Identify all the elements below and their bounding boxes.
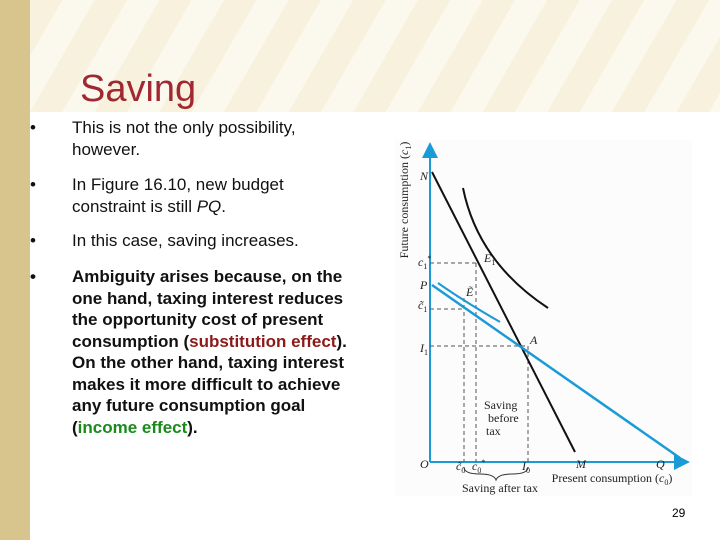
text-run: . <box>221 196 226 216</box>
label-c1-star: c1* <box>418 254 431 271</box>
label-m: M <box>575 457 587 471</box>
bullet: • Ambiguity arises because, on the one ha… <box>30 266 360 438</box>
label-c1-tilde: c̃1 <box>418 298 427 314</box>
page-number: 29 <box>672 506 686 520</box>
figure: Future consumption (c1) Present consumpt… <box>395 140 692 496</box>
label-c0-tilde: c̃0 <box>456 459 465 475</box>
budget-line-pq <box>431 283 681 460</box>
guide-lines <box>430 262 529 462</box>
side-strip <box>0 0 30 540</box>
bullet-text: In Figure 16.10, new budget constraint i… <box>72 174 360 217</box>
bullet: • In this case, saving increases. <box>30 230 360 252</box>
label-e1: E1 <box>483 251 495 267</box>
text-run: In Figure 16.10, new budget constraint i… <box>72 175 284 216</box>
bullet: • This is not the only possibility, howev… <box>30 117 360 160</box>
slide-title: Saving <box>80 68 197 110</box>
text-run: ). <box>187 417 198 437</box>
top-band <box>30 0 720 112</box>
bullet-text: This is not the only possibility, howeve… <box>72 117 360 160</box>
label-i1: I1 <box>419 341 428 357</box>
text-run: ). On the other hand, taxing interest ma… <box>72 331 347 437</box>
figure-bg <box>395 140 692 496</box>
bullet-marker: • <box>30 118 36 137</box>
label-q: Q <box>656 457 665 471</box>
text-run: income effect <box>77 417 188 437</box>
bullet-text: In this case, saving increases. <box>72 230 360 252</box>
y-axis-label: Future consumption (c1) <box>397 142 413 259</box>
indifference-curve-2 <box>437 282 501 323</box>
label-n: N <box>419 169 429 183</box>
label-a: A <box>529 333 538 347</box>
bullet-marker: • <box>30 267 36 286</box>
bullet-marker: • <box>30 175 36 194</box>
text-run: substitution effect <box>189 331 337 351</box>
bullet-marker: • <box>30 231 36 250</box>
text-run: Ambiguity arises because, on the one han… <box>72 267 344 351</box>
indifference-curve-1 <box>462 187 549 309</box>
label-e-tilde: Ẽ <box>465 285 474 299</box>
text-run: In this case, saving increases. <box>72 231 299 250</box>
saving-after-tax: Saving after tax <box>462 481 538 495</box>
saving-before-tax: Saving before tax <box>484 398 519 438</box>
bullet: • In Figure 16.10, new budget constraint … <box>30 174 360 217</box>
text-run: PQ <box>196 196 222 216</box>
label-c0-star: c0* <box>472 458 485 475</box>
budget-line-nm <box>431 171 576 453</box>
brace <box>463 466 529 482</box>
text-run: This is not the only possibility, howeve… <box>72 118 296 159</box>
label-p: P <box>419 278 428 292</box>
label-o: O <box>420 457 429 471</box>
label-i0: I0 <box>521 459 530 475</box>
x-axis-label: Present consumption (c0) <box>552 471 673 487</box>
bullet-text: Ambiguity arises because, on the one han… <box>72 266 360 438</box>
